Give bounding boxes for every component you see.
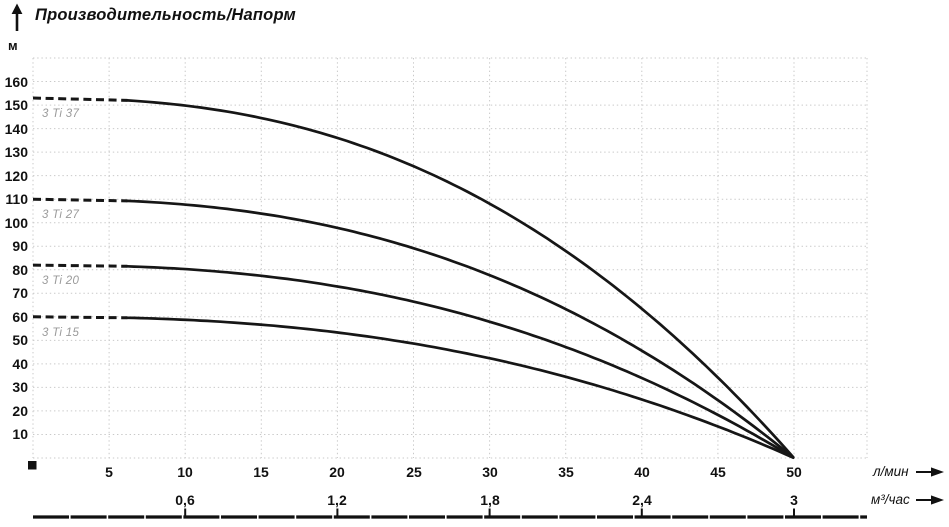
curve-dashed-segment (32, 197, 128, 203)
x-axis-unit-lmin: л/мин (873, 464, 909, 479)
curve-3-Ti-20 (126, 264, 795, 459)
curve-3-Ti-27 (126, 199, 795, 459)
up-arrow-icon (11, 3, 23, 31)
right-arrow-icon (916, 467, 944, 477)
curve-dashed-segment (32, 96, 128, 102)
curve-dashed-segment (32, 263, 128, 268)
right-arrow-icon (916, 495, 944, 505)
x-axis-unit-m3h: м³/час (871, 492, 910, 507)
curve-dashed-segment (32, 315, 128, 320)
curve-3-Ti-15 (126, 316, 795, 460)
y-axis-unit: м (8, 38, 18, 53)
origin-marker (28, 461, 37, 470)
chart-title: Производительность/Напорм (35, 6, 296, 24)
curve-3-Ti-37 (126, 99, 795, 459)
